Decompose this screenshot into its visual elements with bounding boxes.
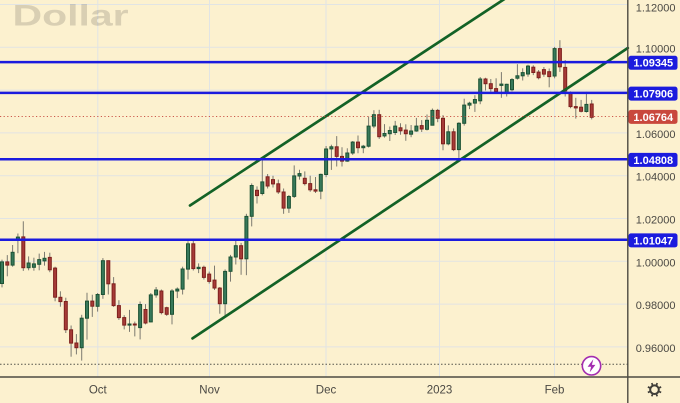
svg-text:Feb: Feb [545,385,565,397]
svg-text:Dec: Dec [316,385,337,397]
svg-text:1.01047: 1.01047 [633,235,673,247]
svg-text:1.06764: 1.06764 [633,112,674,124]
svg-text:0.96000: 0.96000 [636,343,676,355]
svg-text:1.02000: 1.02000 [636,215,676,227]
svg-text:1.09345: 1.09345 [633,58,673,70]
svg-text:1.07906: 1.07906 [633,89,673,101]
svg-text:Nov: Nov [199,385,220,397]
svg-text:Oct: Oct [89,385,108,397]
svg-text:1.00000: 1.00000 [636,257,676,269]
svg-text:Dollar: Dollar [13,0,129,32]
svg-text:0.98000: 0.98000 [636,300,676,312]
svg-text:2023: 2023 [427,385,453,397]
svg-text:1.10000: 1.10000 [636,43,676,55]
svg-text:1.04808: 1.04808 [633,155,673,167]
svg-text:1.06000: 1.06000 [636,129,676,141]
svg-text:1.04000: 1.04000 [636,172,676,184]
svg-text:1.12000: 1.12000 [636,3,676,15]
